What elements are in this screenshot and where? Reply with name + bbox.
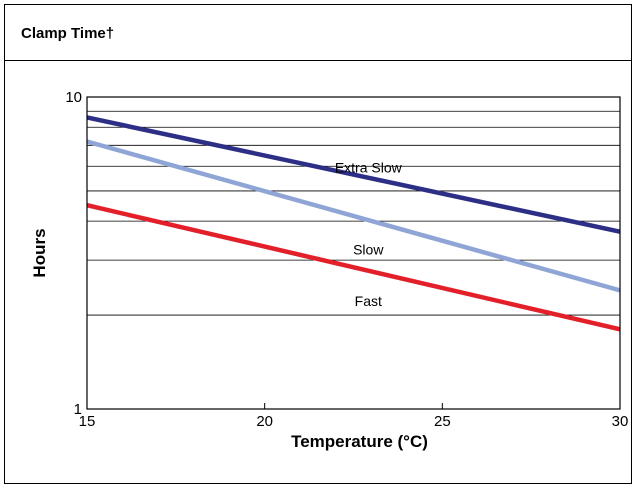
series-line-fast — [86, 203, 621, 332]
x-tick-label: 25 — [434, 413, 451, 430]
series-line-slow — [86, 139, 621, 293]
grid-lines — [87, 110, 620, 316]
x-axis-title: Temperature (°C) — [291, 432, 428, 451]
y-axis-title: Hours — [30, 228, 49, 277]
y-tick-label: 10 — [65, 89, 82, 106]
chart-frame: Clamp Time† — [4, 4, 632, 484]
axis-ticks: 15 20 25 30 1 10 — [65, 89, 628, 430]
chart-title: Clamp Time† — [21, 25, 115, 42]
series-line-extra-slow — [86, 115, 621, 234]
y-tick-label: 1 — [74, 401, 82, 418]
chart-header: Clamp Time† — [5, 5, 631, 61]
series-label-slow: Slow — [353, 241, 384, 257]
x-tick-label: 15 — [79, 413, 96, 430]
series-label-fast: Fast — [355, 293, 382, 309]
x-tick-label: 20 — [256, 413, 273, 430]
plot-area-border — [86, 96, 621, 410]
series-label-extra-slow: Extra Slow — [335, 159, 403, 175]
series-lines: Extra Slow Slow Fast — [86, 115, 621, 332]
x-tick-label: 30 — [612, 413, 629, 430]
